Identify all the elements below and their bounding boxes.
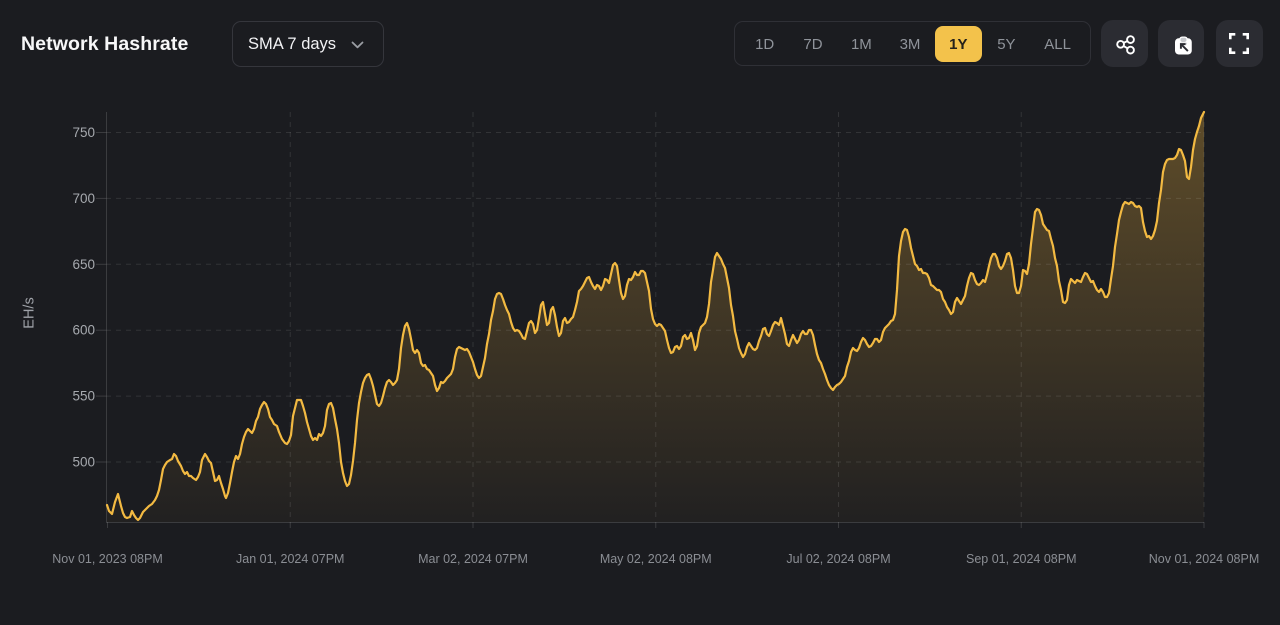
svg-text:650: 650 xyxy=(72,257,95,272)
svg-text:Nov 01, 2023 08PM: Nov 01, 2023 08PM xyxy=(52,552,163,566)
svg-text:Sep 01, 2024 08PM: Sep 01, 2024 08PM xyxy=(966,552,1077,566)
svg-text:Jul 02, 2024 08PM: Jul 02, 2024 08PM xyxy=(786,552,890,566)
svg-text:May 02, 2024 08PM: May 02, 2024 08PM xyxy=(600,552,712,566)
svg-text:750: 750 xyxy=(72,125,95,140)
svg-text:Mar 02, 2024 07PM: Mar 02, 2024 07PM xyxy=(418,552,528,566)
svg-text:700: 700 xyxy=(72,191,95,206)
svg-text:600: 600 xyxy=(72,323,95,338)
svg-text:550: 550 xyxy=(72,389,95,404)
svg-text:500: 500 xyxy=(72,455,95,470)
svg-text:Nov 01, 2024 08PM: Nov 01, 2024 08PM xyxy=(1149,552,1260,566)
svg-text:EH/s: EH/s xyxy=(22,297,38,328)
svg-text:Jan 01, 2024 07PM: Jan 01, 2024 07PM xyxy=(236,552,344,566)
